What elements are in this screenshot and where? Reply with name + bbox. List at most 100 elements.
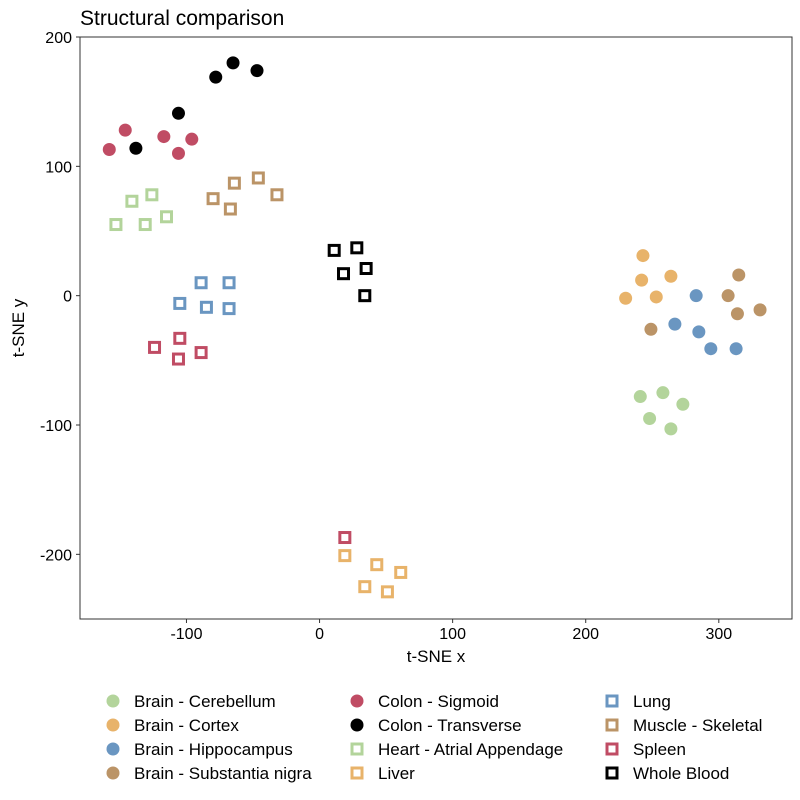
legend-label: Brain - Cortex (134, 716, 239, 735)
data-point (370, 558, 384, 572)
data-point (118, 123, 132, 137)
data-point (380, 585, 394, 599)
data-point (619, 291, 633, 305)
data-point (206, 192, 220, 206)
data-point (125, 194, 139, 208)
legend-key (350, 742, 364, 756)
data-point (185, 132, 199, 146)
data-point (394, 565, 408, 579)
data-point (209, 70, 223, 84)
data-point (270, 188, 284, 202)
y-axis: -200 -100 0 100 200 (40, 30, 80, 564)
data-point (338, 531, 352, 545)
data-point (171, 146, 185, 160)
legend: Brain - Cerebellum Brain - Cortex Brain - … (106, 692, 762, 783)
data-point (338, 549, 352, 563)
data-point (359, 262, 373, 276)
plot-panel (79, 36, 793, 620)
data-point (689, 289, 703, 303)
x-tick-label: 300 (705, 626, 732, 643)
data-point (138, 218, 152, 232)
data-point (358, 580, 372, 594)
legend-label: Colon - Sigmoid (378, 692, 499, 711)
legend-key (106, 766, 120, 780)
data-point (173, 331, 187, 345)
data-point (171, 106, 185, 120)
legend-label: Colon - Transverse (378, 716, 522, 735)
data-point (102, 143, 116, 157)
chart-title: Structural comparison (80, 7, 284, 30)
data-point (633, 390, 647, 404)
data-point (668, 317, 682, 331)
legend-key (605, 694, 619, 708)
data-point (251, 171, 265, 185)
data-point (350, 241, 364, 255)
data-point (160, 210, 174, 224)
legend-label: Whole Blood (633, 764, 729, 783)
legend-key (350, 718, 364, 732)
data-point (250, 64, 264, 78)
data-point (704, 342, 718, 356)
y-axis-label: t-SNE y (9, 298, 28, 357)
data-point (676, 397, 690, 411)
data-point (643, 412, 657, 426)
legend-label: Liver (378, 764, 415, 783)
y-tick-label: 100 (45, 159, 72, 176)
y-tick-label: 200 (45, 30, 72, 47)
data-point (358, 289, 372, 303)
data-point (199, 300, 213, 314)
data-point (729, 342, 743, 356)
data-point (227, 176, 241, 190)
data-point (173, 296, 187, 310)
legend-key (350, 694, 364, 708)
y-tick-label: 0 (63, 289, 72, 306)
data-point (753, 303, 767, 317)
data-point (636, 249, 650, 263)
data-point (223, 202, 237, 216)
data-point (664, 269, 678, 283)
legend-key (605, 766, 619, 780)
data-point (222, 302, 236, 316)
legend-label: Lung (633, 692, 671, 711)
data-point (656, 386, 670, 400)
legend-label: Spleen (633, 740, 686, 759)
data-point (664, 422, 678, 436)
data-point (730, 307, 744, 321)
legend-key (106, 718, 120, 732)
legend-label: Muscle - Skeletal (633, 716, 762, 735)
legend-key (350, 766, 364, 780)
x-tick-label: 200 (572, 626, 599, 643)
data-point (129, 141, 143, 155)
data-point (157, 130, 171, 144)
x-tick-label: 100 (439, 626, 466, 643)
legend-label: Brain - Substantia nigra (134, 764, 312, 783)
data-point (635, 273, 649, 287)
legend-label: Brain - Hippocampus (134, 740, 293, 759)
legend-key (106, 742, 120, 756)
data-point (327, 243, 341, 257)
y-tick-label: -200 (40, 547, 72, 564)
legend-key (106, 694, 120, 708)
data-point (109, 218, 123, 232)
data-point (194, 276, 208, 290)
x-axis: -100 0 100 200 300 (170, 619, 732, 643)
data-point (194, 346, 208, 360)
legend-label: Brain - Cerebellum (134, 692, 276, 711)
x-axis-label: t-SNE x (407, 647, 466, 666)
y-tick-label: -100 (40, 418, 72, 435)
data-point (148, 340, 162, 354)
legend-key (605, 742, 619, 756)
data-point (337, 267, 351, 281)
data-point (145, 188, 159, 202)
data-point (222, 276, 236, 290)
x-tick-label: -100 (170, 626, 202, 643)
legend-key (605, 718, 619, 732)
data-points (102, 56, 767, 599)
data-point (171, 352, 185, 366)
x-tick-label: 0 (315, 626, 324, 643)
data-point (644, 322, 658, 336)
data-point (226, 56, 240, 70)
data-point (721, 289, 735, 303)
